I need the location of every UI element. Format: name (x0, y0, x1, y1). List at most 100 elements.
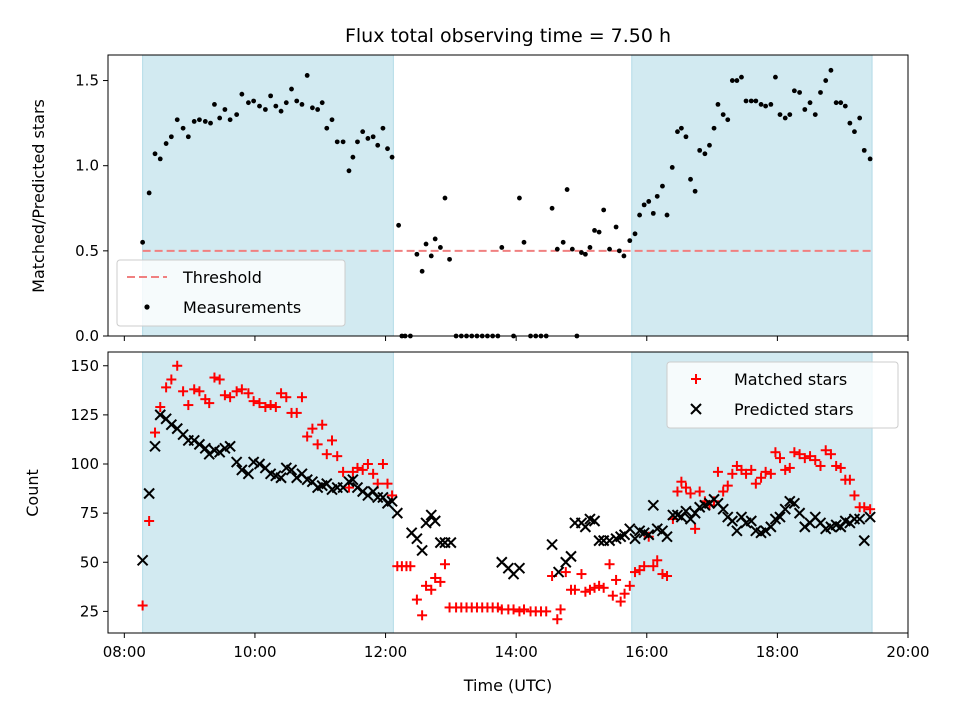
predicted-star-point (774, 511, 786, 523)
matched-star-point (332, 451, 343, 462)
matched-star-point (722, 480, 733, 491)
measurement-point (234, 112, 240, 118)
matched-star-point (810, 455, 821, 466)
matched-star-point (712, 466, 723, 477)
predicted-star-point (624, 523, 636, 535)
top-y-ticks: 0.0 0.5 1.0 1.5 (75, 72, 108, 345)
measurement-point (838, 100, 844, 106)
matched-star-point (338, 466, 349, 477)
measurement-point (787, 112, 793, 118)
x-tick-label: 10:00 (233, 643, 276, 661)
matched-star-point (321, 449, 332, 460)
matched-star-point (183, 400, 194, 411)
y-tick-label: 50 (80, 553, 99, 571)
legend-measurements-swatch (144, 304, 150, 310)
measurement-point (711, 125, 717, 131)
matched-star-point (231, 386, 242, 397)
measurement-point (753, 98, 759, 104)
predicted-star-point (275, 472, 287, 484)
measurement-point (857, 115, 863, 121)
bottom-y-axis-label: Count (23, 469, 42, 517)
measurement-point (579, 250, 584, 255)
measurement-point (246, 100, 251, 106)
predicted-star-point (793, 507, 806, 519)
measurement-point (601, 207, 607, 213)
measurement-point (355, 139, 360, 145)
measurement-point (867, 156, 873, 162)
matched-star-point (430, 572, 441, 583)
bottom-x-ticks: 08:00 10:00 12:00 14:00 16:00 18:00 20:00 (103, 633, 930, 661)
predicted-star-point (643, 529, 655, 541)
predicted-star-point (629, 532, 641, 545)
x-tick-label: 16:00 (625, 643, 668, 661)
top-legend: Threshold Measurements (116, 259, 346, 327)
measurement-point (375, 142, 381, 148)
matched-star-point (639, 561, 650, 572)
matched-star-point (859, 502, 870, 513)
measurement-point (777, 112, 783, 118)
legend-predicted-swatch (690, 403, 702, 415)
measurement-point (720, 112, 726, 118)
measurement-point (683, 134, 689, 140)
matched-star-point (560, 567, 571, 578)
predicted-star-point (386, 495, 398, 508)
measurement-point (847, 120, 853, 126)
matched-star-point (775, 453, 785, 464)
matched-star-point (849, 490, 860, 501)
measurement-point (257, 103, 262, 109)
measurement-point (861, 147, 867, 153)
predicted-star-point (434, 536, 447, 549)
measurement-point (360, 129, 366, 135)
matched-star-point (194, 386, 205, 397)
measurement-point (650, 210, 656, 216)
measurement-point (616, 248, 622, 254)
predicted-star-point (731, 525, 743, 537)
measurement-point (763, 103, 769, 109)
predicted-star-point (603, 534, 616, 547)
predicted-star-point (726, 515, 739, 527)
measurement-point (329, 117, 335, 123)
matched-star-point (307, 423, 318, 434)
measurement-point (812, 112, 818, 118)
matched-star-point (611, 574, 622, 585)
measurement-point (310, 105, 315, 111)
measurement-point (197, 117, 202, 123)
measurement-point (592, 228, 597, 233)
matched-star-point (265, 400, 276, 411)
measurement-point (370, 134, 376, 140)
bottom-legend-box (666, 361, 899, 429)
measurement-point (340, 139, 346, 145)
measurement-point (560, 239, 566, 245)
measurement-point (365, 136, 371, 141)
measurement-point (768, 101, 774, 107)
measurement-point (797, 90, 802, 95)
measurement-point (729, 78, 735, 83)
predicted-star-point (193, 438, 206, 451)
matched-star-point (820, 445, 831, 456)
matched-star-point (382, 478, 393, 489)
measurement-point (447, 256, 452, 262)
x-tick-label: 18:00 (756, 643, 799, 661)
matched-star-point (865, 504, 876, 515)
measurement-point (319, 100, 325, 106)
matched-star-point (150, 427, 161, 438)
y-tick-label: 0.0 (75, 327, 99, 345)
predicted-star-point (285, 464, 298, 476)
measurement-point (697, 147, 703, 153)
predicted-star-points (136, 409, 876, 580)
measurement-point (174, 117, 180, 123)
measurement-point (140, 239, 146, 245)
matched-star-point (630, 567, 641, 578)
matched-star-point (680, 482, 691, 493)
matched-star-point (225, 392, 236, 403)
matched-star-point (302, 431, 313, 442)
matched-star-point (426, 584, 437, 595)
predicted-star-point (199, 442, 212, 454)
matched-star-point (291, 407, 302, 418)
measurement-point (587, 245, 593, 250)
measurement-point (791, 88, 797, 94)
predicted-star-point (445, 536, 457, 549)
matched-star-point (770, 447, 781, 458)
predicted-star-point (230, 456, 243, 468)
matched-star-point (760, 466, 771, 477)
